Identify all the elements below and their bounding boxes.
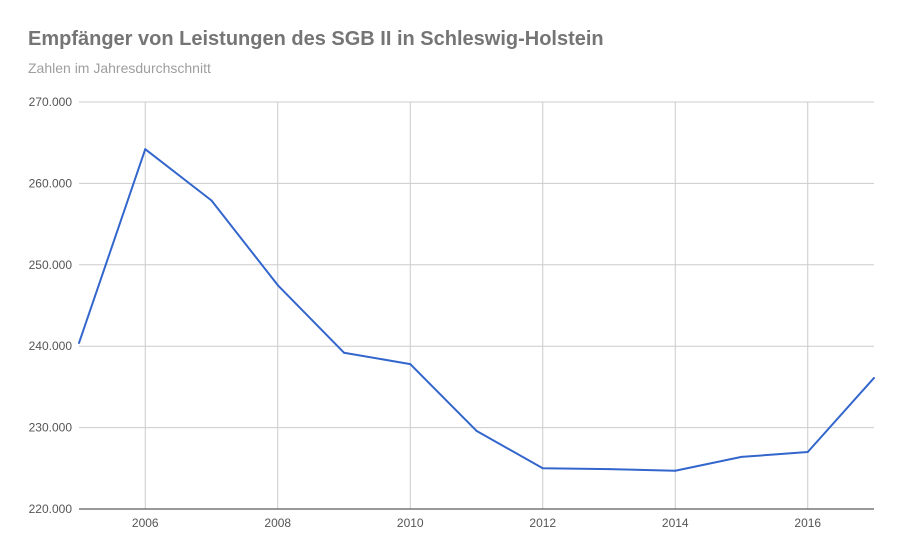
data-point <box>740 455 743 458</box>
x-axis-tick-labels: 2006 2008 2010 2012 2014 2016 <box>132 516 822 530</box>
y-tick-label: 220.000 <box>29 502 73 516</box>
y-tick-label: 240.000 <box>29 339 73 353</box>
x-tick-label: 2006 <box>132 516 159 530</box>
series-layer <box>78 148 875 472</box>
y-axis-tick-labels: 220.000 230.000 240.000 250.000 260.000 270.0… <box>29 95 73 516</box>
y-tick-label: 260.000 <box>29 176 73 190</box>
x-tick-label: 2012 <box>529 516 556 530</box>
data-point <box>608 468 610 471</box>
y-tick-label: 230.000 <box>29 421 73 435</box>
data-point <box>873 376 875 379</box>
grid-lines <box>79 101 874 509</box>
y-tick-label: 250.000 <box>29 258 73 272</box>
x-tick-label: 2016 <box>794 516 821 530</box>
data-point <box>674 469 677 472</box>
data-point <box>210 199 213 202</box>
data-point <box>409 363 412 366</box>
y-tick-label: 270.000 <box>29 95 73 109</box>
data-point <box>276 284 279 287</box>
x-tick-label: 2014 <box>662 516 689 530</box>
data-point <box>806 451 809 454</box>
data-point <box>541 467 544 470</box>
x-tick-label: 2008 <box>264 516 291 530</box>
chart-subtitle: Zahlen im Jahresdurchschnitt <box>28 60 211 76</box>
data-point <box>144 148 147 151</box>
x-tick-label: 2010 <box>397 516 424 530</box>
chart-title: Empfänger von Leistungen des SGB II in S… <box>28 28 604 50</box>
data-point <box>475 429 478 432</box>
series-line <box>78 148 875 472</box>
data-point <box>78 341 80 344</box>
data-point <box>343 351 345 354</box>
